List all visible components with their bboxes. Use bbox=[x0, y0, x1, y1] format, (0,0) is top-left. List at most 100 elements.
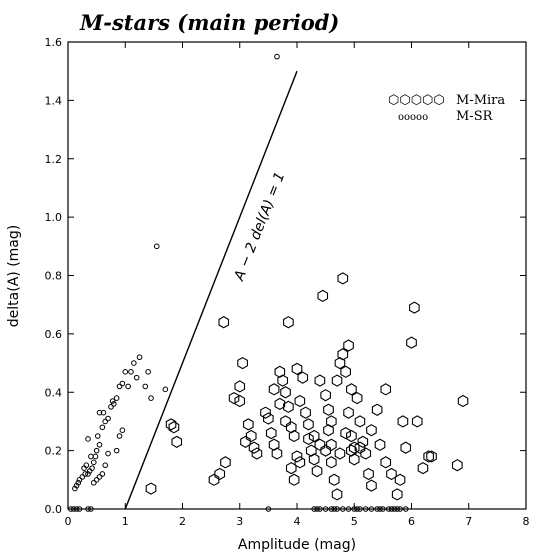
reference-line-label: A − 2 del(A) = 1 bbox=[231, 170, 288, 284]
sr-point bbox=[133, 374, 140, 381]
sr-point bbox=[351, 506, 358, 512]
mira-point bbox=[346, 383, 357, 396]
mira-point bbox=[308, 429, 320, 443]
mira-point bbox=[340, 426, 351, 440]
mira-point bbox=[346, 444, 357, 457]
y-tick-label: 0.0 bbox=[45, 503, 63, 516]
mira-point bbox=[354, 441, 366, 454]
sr-point bbox=[331, 506, 338, 512]
sr-point bbox=[119, 427, 126, 433]
legend-mira-label: M-Mira bbox=[456, 93, 505, 108]
mira-point bbox=[380, 456, 392, 469]
sr-point bbox=[85, 436, 91, 442]
mira-point bbox=[417, 461, 429, 475]
mira-point bbox=[243, 418, 254, 431]
sr-point bbox=[274, 53, 280, 60]
sr-point bbox=[92, 453, 99, 460]
mira-point bbox=[277, 374, 289, 387]
mira-point bbox=[234, 380, 246, 393]
x-tick-label: 7 bbox=[465, 515, 472, 528]
x-tick-label: 2 bbox=[179, 515, 186, 528]
mira-point bbox=[300, 406, 311, 419]
mira-point bbox=[423, 450, 434, 463]
sr-point bbox=[113, 447, 120, 454]
sr-point bbox=[391, 506, 398, 512]
x-tick-label: 8 bbox=[523, 515, 530, 528]
y-axis-title: delta(A) (mag) bbox=[6, 225, 22, 327]
mira-point bbox=[294, 394, 306, 408]
mira-point bbox=[214, 467, 226, 481]
y-tick-label: 0.2 bbox=[45, 445, 63, 458]
sr-point bbox=[402, 506, 409, 512]
sr-point bbox=[128, 369, 134, 375]
sr-point bbox=[76, 506, 83, 512]
sr-point bbox=[100, 409, 107, 416]
mira-point bbox=[240, 435, 251, 449]
mira-point bbox=[397, 415, 409, 428]
sr-point bbox=[96, 409, 103, 416]
sr-point bbox=[105, 415, 111, 422]
sr-point bbox=[340, 506, 346, 512]
sr-point bbox=[102, 418, 109, 425]
sr-point bbox=[377, 506, 383, 512]
sr-point bbox=[94, 433, 101, 439]
x-tick-label: 0 bbox=[65, 515, 72, 528]
series-sr bbox=[68, 53, 409, 512]
mira-point bbox=[354, 415, 366, 428]
sr-point bbox=[362, 506, 369, 512]
x-tick-label: 6 bbox=[408, 515, 415, 528]
y-tick-label: 0.4 bbox=[45, 386, 63, 399]
mira-point bbox=[314, 438, 326, 451]
sr-point bbox=[311, 506, 317, 512]
mira-point bbox=[323, 424, 334, 437]
mira-point bbox=[337, 272, 349, 285]
y-tick-label: 1.6 bbox=[45, 36, 63, 49]
mira-point bbox=[248, 441, 260, 454]
mira-point bbox=[326, 456, 337, 469]
mira-point bbox=[320, 389, 331, 402]
mira-point bbox=[291, 362, 303, 376]
sr-point bbox=[322, 506, 329, 512]
sr-point bbox=[72, 485, 78, 492]
mira-point bbox=[218, 316, 230, 329]
sr-point bbox=[85, 506, 91, 512]
mira-point bbox=[360, 447, 372, 460]
mira-point bbox=[411, 415, 423, 428]
mira-point bbox=[326, 415, 337, 428]
sr-point bbox=[90, 459, 97, 466]
sr-point bbox=[73, 506, 80, 512]
mira-point bbox=[228, 391, 240, 405]
sr-point bbox=[119, 380, 126, 387]
mira-point bbox=[337, 348, 349, 361]
reference-line bbox=[124, 70, 298, 510]
sr-point bbox=[397, 506, 403, 512]
sr-point bbox=[357, 506, 363, 512]
mira-point bbox=[234, 394, 246, 408]
legend: ⬡⬡⬡⬡⬡ M-Mira ooooo M-SR bbox=[388, 93, 505, 124]
sr-point bbox=[334, 506, 340, 512]
sr-point bbox=[85, 471, 91, 477]
mira-point bbox=[409, 301, 420, 314]
chart-title: M-stars (main period) bbox=[79, 10, 339, 35]
sr-point bbox=[109, 398, 116, 404]
sr-point bbox=[368, 506, 375, 512]
sr-point bbox=[388, 506, 395, 512]
sr-point bbox=[314, 506, 320, 512]
mira-point bbox=[394, 473, 406, 486]
mira-point bbox=[334, 356, 346, 370]
mira-point bbox=[328, 473, 340, 486]
mira-point bbox=[303, 418, 314, 431]
sr-point bbox=[345, 506, 352, 512]
x-tick-label: 1 bbox=[122, 515, 129, 528]
sr-point bbox=[317, 506, 323, 512]
mira-point bbox=[334, 447, 346, 460]
mira-point bbox=[283, 400, 294, 413]
sr-point bbox=[76, 477, 83, 483]
mira-point bbox=[265, 426, 277, 440]
mira-point bbox=[220, 456, 231, 469]
mira-point bbox=[303, 432, 314, 446]
sr-point bbox=[99, 471, 106, 477]
mira-point bbox=[343, 339, 354, 352]
mira-point bbox=[457, 394, 469, 408]
y-tick-label: 1.4 bbox=[45, 94, 63, 107]
